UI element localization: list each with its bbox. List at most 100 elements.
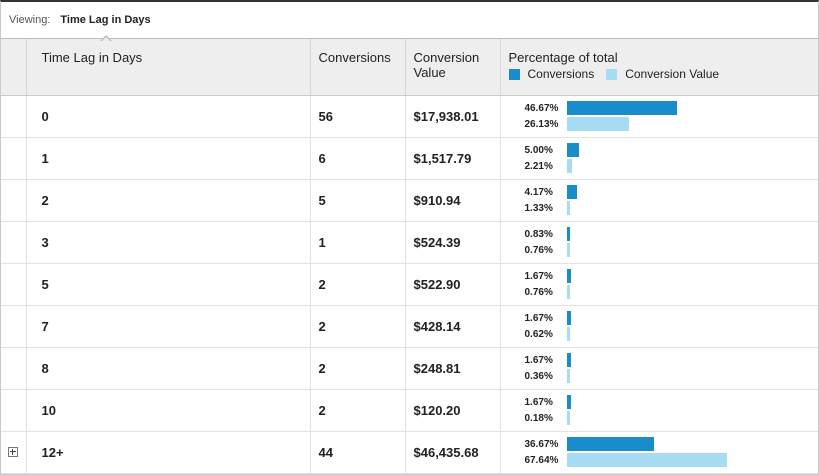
cell-time-lag: 0	[26, 95, 311, 138]
expand-cell	[1, 305, 27, 348]
bar-track	[566, 227, 803, 241]
bar-conversions	[566, 269, 571, 283]
cell-conversions: 2	[310, 263, 406, 306]
legend: Conversions Conversion Value	[508, 67, 811, 81]
bar-track	[566, 143, 803, 157]
cell-percentage: 36.67% 67.64%	[500, 431, 819, 474]
viewing-label: Viewing:	[9, 14, 51, 26]
legend-conversions-swatch	[508, 68, 520, 80]
bar-conversions	[566, 101, 677, 115]
cell-conversions: 56	[310, 95, 406, 138]
pct-line-value: 0.36%	[525, 368, 819, 384]
viewing-tab-time-lag[interactable]: Time Lag in Days	[58, 14, 152, 42]
pct-line-value: 0.76%	[525, 284, 819, 300]
cell-time-lag: 1	[26, 137, 311, 180]
expand-cell[interactable]	[1, 431, 27, 474]
bar-value	[566, 159, 572, 173]
expand-cell	[1, 347, 27, 390]
pct-line-conversions: 5.00%	[525, 142, 819, 158]
cell-conversion-value: $17,938.01	[405, 95, 501, 138]
pct-value-value: 0.18%	[524, 412, 553, 424]
cell-time-lag: 3	[26, 221, 311, 264]
table-row: 5 2 $522.90 1.67% 0.76%	[1, 263, 819, 306]
pct-line-value: 0.62%	[525, 326, 819, 342]
pct-line-value: 26.13%	[525, 116, 819, 132]
table-row: 7 2 $428.14 1.67% 0.62%	[1, 305, 819, 348]
bar-track	[566, 395, 803, 409]
pct-conversions-value: 1.67%	[524, 396, 553, 408]
bar-track	[566, 243, 803, 257]
cell-conversions: 6	[310, 137, 406, 180]
table-body: 0 56 $17,938.01 46.67% 26.13% 1 6 $1,517.79 5.00…	[1, 95, 819, 474]
pct-line-conversions: 36.67%	[525, 436, 819, 452]
header-time-lag[interactable]: Time Lag in Days	[26, 39, 311, 96]
bar-value	[566, 243, 570, 257]
legend-value-swatch	[606, 68, 618, 80]
bar-track	[566, 117, 803, 131]
pct-line-conversions: 1.67%	[525, 310, 819, 326]
cell-percentage: 46.67% 26.13%	[500, 95, 819, 138]
pct-conversions-value: 4.17%	[524, 186, 553, 198]
bar-conversions	[566, 227, 570, 241]
header-conversions[interactable]: Conversions	[310, 39, 406, 96]
table-row: 10 2 $120.20 1.67% 0.18%	[1, 389, 819, 432]
header-percentage: Percentage of total Conversions Conversi…	[500, 39, 818, 96]
header-percentage-title: Percentage of total	[508, 50, 618, 65]
viewing-bar: Viewing: Time Lag in Days	[1, 2, 818, 42]
cell-percentage: 4.17% 1.33%	[500, 179, 819, 222]
bar-track	[566, 311, 803, 325]
pct-value-value: 0.76%	[524, 244, 553, 256]
cell-conversions: 5	[310, 179, 406, 222]
bar-track	[566, 201, 803, 215]
bar-track	[566, 327, 803, 341]
cell-conversions: 1	[310, 221, 406, 264]
cell-percentage: 1.67% 0.36%	[500, 347, 819, 390]
pct-value-value: 0.62%	[524, 328, 553, 340]
table-row: 2 5 $910.94 4.17% 1.33%	[1, 179, 819, 222]
pct-line-value: 2.21%	[525, 158, 819, 174]
pct-line-conversions: 4.17%	[525, 184, 819, 200]
legend-value-label: Conversion Value	[625, 67, 720, 81]
bar-conversions	[566, 395, 571, 409]
expand-plus-icon[interactable]	[8, 446, 19, 457]
cell-conversion-value: $46,435.68	[405, 431, 501, 474]
expand-column-header	[1, 39, 27, 96]
cell-conversion-value: $428.14	[405, 305, 501, 348]
cell-time-lag: 8	[26, 347, 311, 390]
header-conversion-value[interactable]: Conversion Value	[405, 39, 501, 96]
viewing-tab-label: Time Lag in Days	[60, 14, 151, 26]
bar-track	[566, 101, 803, 115]
legend-conversions-label: Conversions	[527, 67, 595, 81]
table-header-row: Time Lag in Days Conversions Conversion …	[1, 39, 818, 96]
pct-value-value: 26.13%	[524, 118, 559, 130]
pct-value-value: 2.21%	[524, 160, 553, 172]
pct-line-value: 0.18%	[525, 410, 819, 426]
pct-conversions-value: 36.67%	[524, 438, 559, 450]
bar-track	[566, 285, 803, 299]
bar-value	[566, 411, 570, 425]
pct-line-conversions: 1.67%	[525, 394, 819, 410]
expand-cell	[1, 179, 27, 222]
expand-cell	[1, 95, 27, 138]
bar-value	[566, 327, 570, 341]
expand-cell	[1, 137, 27, 180]
cell-percentage: 1.67% 0.18%	[500, 389, 819, 432]
pct-conversions-value: 5.00%	[524, 144, 553, 156]
cell-conversion-value: $910.94	[405, 179, 501, 222]
pct-value-value: 1.33%	[524, 202, 553, 214]
time-lag-table: Time Lag in Days Conversions Conversion …	[1, 39, 818, 474]
expand-cell	[1, 221, 27, 264]
pct-line-value: 67.64%	[525, 452, 819, 468]
bar-conversions	[566, 437, 654, 451]
pct-value-value: 0.76%	[524, 286, 553, 298]
bar-track	[566, 453, 803, 467]
cell-conversions: 2	[310, 347, 406, 390]
bar-track	[566, 411, 803, 425]
pct-line-conversions: 46.67%	[525, 100, 819, 116]
cell-percentage: 5.00% 2.21%	[500, 137, 819, 180]
bar-conversions	[566, 353, 571, 367]
pct-conversions-value: 46.67%	[524, 102, 559, 114]
cell-conversions: 2	[310, 305, 406, 348]
bar-track	[566, 185, 803, 199]
active-tab-caret-inner	[100, 37, 111, 42]
